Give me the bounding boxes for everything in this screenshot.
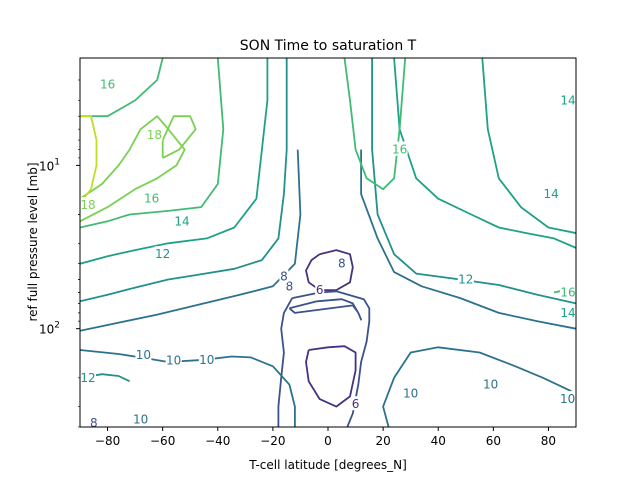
contour-line-level-14 — [80, 58, 269, 265]
contour-label: 10 — [136, 348, 151, 362]
contour-line-level-12 — [80, 58, 288, 303]
contour-label-background — [351, 396, 361, 411]
contour-label-background — [315, 282, 325, 297]
contour-line-level-16 — [80, 58, 225, 229]
contour-label: 10 — [483, 378, 498, 392]
x-axis-ticks: −80 −60 −40 −20 0 20 40 60 80 — [95, 427, 556, 448]
contour-label-background — [99, 76, 116, 91]
contour-label: 12 — [155, 247, 170, 261]
contour-label: 8 — [338, 257, 346, 271]
contour-line-level-8 — [288, 298, 363, 321]
contour-line-level-10 — [80, 349, 296, 427]
contour-label-background — [80, 369, 96, 384]
x-tick-label: −20 — [260, 434, 285, 448]
contour-line-level-14 — [481, 58, 576, 234]
x-tick-label: 0 — [324, 434, 332, 448]
contour-label-background — [89, 415, 99, 429]
contour-label: 16 — [392, 143, 407, 157]
contour-label-background — [560, 284, 576, 299]
contour-line-level-8 — [292, 290, 371, 427]
contour-label-background — [154, 246, 171, 261]
contour-label-background — [391, 141, 408, 156]
contour-label-background — [560, 304, 576, 319]
contour-label-background — [279, 268, 289, 283]
contour-label: 12 — [458, 273, 473, 287]
contour-label-background — [135, 347, 152, 361]
contour-label: 10 — [166, 354, 181, 368]
chart-title: SON Time to saturation T — [240, 38, 417, 54]
contour-label: 8 — [286, 279, 294, 293]
contour-label-background — [284, 278, 294, 293]
contour-line-level-6 — [305, 345, 357, 408]
contour-label-background — [174, 213, 190, 228]
x-tick-label: 60 — [486, 434, 501, 448]
contour-label: 14 — [560, 306, 575, 320]
contour-label-background — [402, 385, 419, 400]
contour-label: 6 — [352, 397, 360, 411]
contour-label-background — [80, 197, 96, 212]
contour-line-level-8 — [277, 297, 293, 427]
x-tick-label: 40 — [431, 434, 446, 448]
contour-label: 14 — [174, 214, 189, 228]
contour-line-level-16 — [343, 58, 407, 191]
contour-label-background — [198, 351, 215, 366]
contour-line-level-20 — [80, 115, 98, 204]
contour-label: 8 — [90, 416, 98, 430]
x-tick-label: −60 — [150, 434, 175, 448]
contour-label: 14 — [544, 187, 559, 201]
contour-label-background — [560, 92, 576, 107]
x-tick-label: 80 — [541, 434, 556, 448]
contour-line-level-6 — [305, 249, 354, 292]
contour-label: 18 — [80, 198, 95, 212]
contour-label: 16 — [100, 78, 115, 92]
contour-label: 8 — [280, 270, 288, 284]
contour-line-level-18 — [161, 115, 197, 159]
contour-label-background — [543, 186, 560, 201]
contour-line-level-16 — [80, 58, 164, 118]
x-axis-label: T-cell latitude [degrees_N] — [248, 458, 407, 472]
contour-label: 16 — [144, 192, 159, 206]
contour-label-background — [457, 271, 474, 286]
x-tick-label: −80 — [95, 434, 120, 448]
contour-line-level-10 — [382, 346, 576, 427]
x-tick-label: −40 — [205, 434, 230, 448]
contour-label-background — [143, 190, 160, 205]
contour-label: 10 — [560, 392, 575, 406]
contour-label-background — [559, 391, 576, 406]
contour-label-background — [337, 255, 347, 270]
contour-label: 6 — [316, 283, 324, 297]
contour-label: 14 — [560, 93, 575, 107]
contour-label-background — [132, 411, 149, 426]
contour-line-level-12 — [371, 58, 576, 305]
contour-label: 10 — [403, 387, 418, 401]
contour-label-background — [165, 352, 182, 367]
contour-label: 10 — [133, 413, 148, 427]
contour-label-background — [482, 376, 499, 391]
x-tick-label: 20 — [375, 434, 390, 448]
contour-label-background — [146, 126, 163, 141]
contour-line-level-10 — [80, 149, 302, 332]
contour-line-level-10 — [360, 149, 576, 330]
contour-label: 18 — [147, 128, 162, 142]
y-axis-label: ref full pressure level [mb] — [26, 162, 40, 321]
contour-label: 12 — [80, 371, 95, 385]
contour-label: 16 — [560, 286, 575, 300]
contour-label: 10 — [199, 353, 214, 367]
